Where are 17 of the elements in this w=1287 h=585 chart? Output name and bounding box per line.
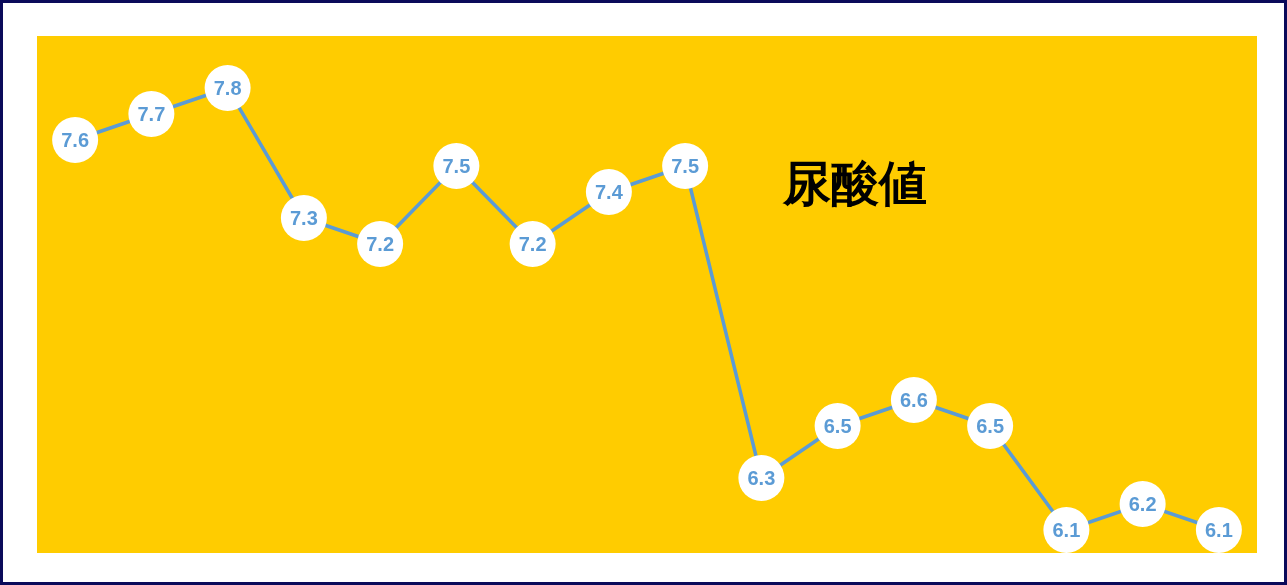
data-label: 7.2 xyxy=(518,233,547,255)
data-label: 7.5 xyxy=(442,155,471,177)
data-label: 6.5 xyxy=(823,415,852,437)
data-label: 7.4 xyxy=(594,181,624,203)
data-label: 6.6 xyxy=(899,389,928,411)
data-label: 6.1 xyxy=(1204,519,1233,541)
data-label: 6.5 xyxy=(976,415,1005,437)
data-label: 7.5 xyxy=(671,155,700,177)
data-label: 7.7 xyxy=(137,103,166,125)
data-label: 7.3 xyxy=(289,207,318,229)
data-label: 7.6 xyxy=(61,129,90,151)
data-label: 7.2 xyxy=(366,233,395,255)
data-label: 6.2 xyxy=(1128,493,1157,515)
data-label: 6.1 xyxy=(1052,519,1081,541)
data-label: 6.3 xyxy=(747,467,776,489)
text: 尿酸値 xyxy=(782,155,927,211)
data-label: 7.8 xyxy=(213,77,242,99)
